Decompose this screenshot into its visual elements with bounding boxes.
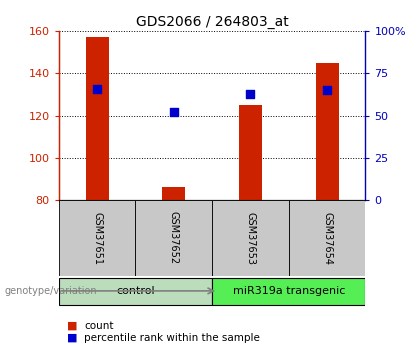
Text: ■: ■: [67, 321, 78, 331]
Text: percentile rank within the sample: percentile rank within the sample: [84, 333, 260, 343]
Point: [94, 86, 100, 91]
Bar: [59, 277, 212, 306]
Text: GSM37654: GSM37654: [322, 211, 332, 265]
Text: control: control: [116, 286, 155, 296]
Text: GSM37651: GSM37651: [92, 211, 102, 265]
Bar: [162, 187, 185, 200]
Bar: [315, 63, 339, 200]
Point: [171, 109, 177, 115]
Bar: [212, 277, 365, 306]
Point: [247, 91, 254, 96]
Bar: [289, 200, 365, 276]
Bar: [135, 200, 212, 276]
Bar: [59, 200, 135, 276]
Point: [324, 88, 331, 93]
Text: genotype/variation: genotype/variation: [4, 286, 97, 296]
Title: GDS2066 / 264803_at: GDS2066 / 264803_at: [136, 14, 289, 29]
Bar: [239, 105, 262, 200]
Text: ■: ■: [67, 333, 78, 343]
Text: miR319a transgenic: miR319a transgenic: [233, 286, 345, 296]
Bar: [86, 37, 109, 200]
Text: GSM37652: GSM37652: [169, 211, 179, 265]
Text: GSM37653: GSM37653: [245, 211, 255, 265]
Bar: [212, 200, 289, 276]
Text: count: count: [84, 321, 113, 331]
